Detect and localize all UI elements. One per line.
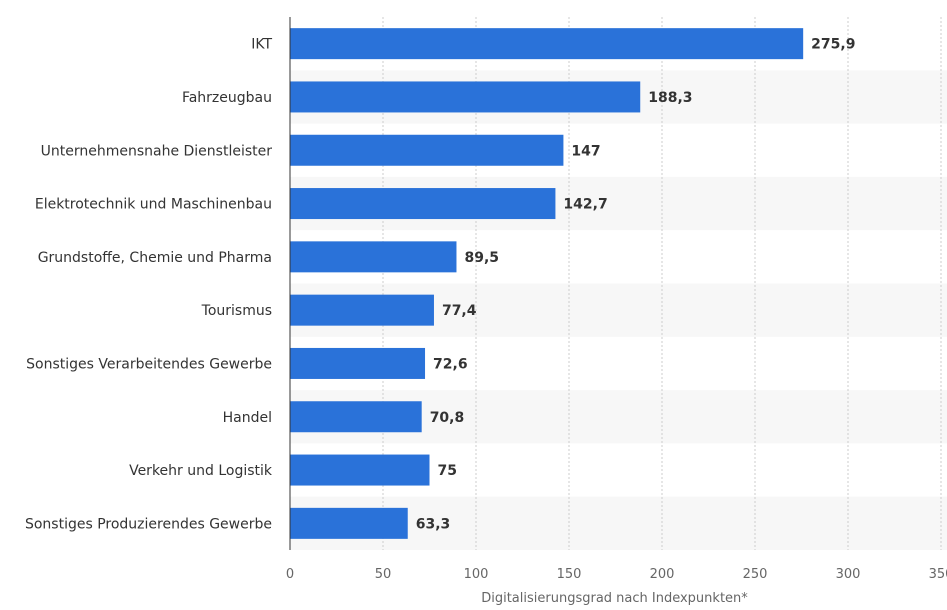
bar bbox=[290, 454, 430, 486]
bar bbox=[290, 507, 408, 539]
bar bbox=[290, 134, 564, 166]
category-label: Sonstiges Produzierendes Gewerbe bbox=[25, 516, 272, 532]
value-label: 275,9 bbox=[811, 37, 855, 53]
category-label: Sonstiges Verarbeitendes Gewerbe bbox=[26, 356, 272, 372]
x-tick-label: 200 bbox=[650, 567, 675, 582]
value-label: 70,8 bbox=[430, 410, 465, 426]
value-label: 147 bbox=[571, 143, 600, 159]
x-tick-label: 350 bbox=[929, 567, 947, 582]
x-tick-label: 150 bbox=[557, 567, 582, 582]
x-tick-label: 0 bbox=[286, 567, 294, 582]
category-labels: IKT Fahrzeugbau Unternehmensnahe Dienstlei… bbox=[25, 37, 273, 533]
value-label: 142,7 bbox=[563, 197, 607, 213]
x-tick-label: 50 bbox=[375, 567, 392, 582]
value-label: 75 bbox=[438, 463, 457, 479]
value-label: 89,5 bbox=[464, 250, 499, 266]
value-labels: 275,9 188,3 147 142,7 89,5 77,4 72,6 70,8 75 63,3 bbox=[416, 37, 856, 533]
bar bbox=[290, 81, 641, 113]
category-label: Elektrotechnik und Maschinenbau bbox=[35, 197, 272, 213]
bar bbox=[290, 294, 434, 326]
category-label: Grundstoffe, Chemie und Pharma bbox=[38, 250, 272, 266]
bar bbox=[290, 347, 426, 379]
value-label: 63,3 bbox=[416, 516, 451, 532]
x-tick-label: 100 bbox=[464, 567, 489, 582]
category-label: Verkehr und Logistik bbox=[129, 463, 273, 479]
category-label: Unternehmensnahe Dienstleister bbox=[41, 143, 273, 159]
bar bbox=[290, 188, 556, 220]
x-axis-title: Digitalisierungsgrad nach Indexpunkten* bbox=[481, 591, 748, 606]
bar bbox=[290, 241, 457, 273]
value-label: 77,4 bbox=[442, 303, 477, 319]
bar bbox=[290, 28, 804, 60]
x-tick-label: 250 bbox=[743, 567, 768, 582]
bars bbox=[290, 28, 804, 539]
value-label: 72,6 bbox=[433, 356, 468, 372]
category-label: Tourismus bbox=[201, 303, 272, 319]
x-tick-labels: 0 50 100 150 200 250 300 350 bbox=[286, 567, 947, 582]
category-label: Fahrzeugbau bbox=[182, 90, 272, 106]
bar bbox=[290, 401, 422, 433]
value-label: 188,3 bbox=[648, 90, 692, 106]
category-label: IKT bbox=[251, 37, 272, 53]
x-tick-label: 300 bbox=[836, 567, 861, 582]
category-label: Handel bbox=[223, 410, 272, 426]
